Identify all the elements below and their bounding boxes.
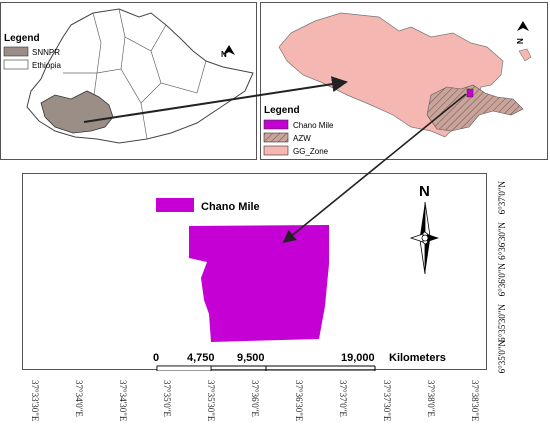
chano-mile-detail-map: Chano Mile N 0 4,750 9,500 19,000 Kilo: [22, 173, 487, 372]
ethiopia-map-svg: Legend SNNPR Ethiopia N: [3, 8, 254, 144]
scale-bar: [156, 365, 376, 372]
detail-map-svg: Chano Mile N 0 4,750 9,500 19,000 Kilo: [153, 183, 446, 372]
chano-mile-locator: [466, 88, 474, 98]
lat-label-4: 6°35'30"N: [497, 304, 507, 342]
detail-north-label: N: [419, 183, 430, 200]
lon-label-10: 37°38'0"E: [426, 380, 436, 417]
lon-label-2: 37°34'0"E: [74, 380, 84, 417]
lat-label-1: 6°37'0"N: [497, 181, 507, 215]
lon-label-4: 37°35'0"E: [162, 380, 172, 417]
lon-label-8: 37°37'0"E: [338, 380, 348, 417]
panel-b-legend-label-chano-mile: Chano Mile: [293, 121, 334, 130]
panel-b-legend-swatch-gg-zone: [263, 145, 289, 156]
gg-zone-outlier: [518, 48, 532, 62]
detail-north-arrow-icon: [409, 201, 439, 275]
lon-label-5: 37°35'30"E: [206, 380, 216, 422]
panel-b-legend-label-azw: AZW: [293, 134, 311, 143]
lat-label-2: 6°36'30"N: [497, 222, 507, 260]
lon-label-3: 37°34'30"E: [118, 380, 128, 422]
lon-label-6: 37°36'0"E: [250, 380, 260, 417]
detail-legend-swatch: [156, 198, 194, 212]
lon-label-7: 37°36'30"E: [294, 380, 304, 422]
panel-a-north-arrow-icon: N: [221, 45, 235, 59]
panel-b-north-label: N: [516, 38, 525, 44]
panel-a-legend-swatch-snnpr: [3, 46, 29, 57]
panel-b-legend-swatch-azw: [263, 132, 289, 143]
lat-label-3: 6°36'0"N: [497, 263, 507, 297]
panel-b-legend-label-gg-zone: GG_Zone: [293, 147, 329, 156]
lon-label-1: 37°33'30"E: [30, 380, 40, 422]
lat-label-5: 6°35'0"N: [497, 340, 507, 374]
scale-tick-2: 9,500: [237, 352, 265, 364]
lon-label-11: 37°38'30"E: [470, 380, 480, 422]
scale-tick-0: 0: [153, 352, 159, 364]
ethiopia-overview-map: Legend SNNPR Ethiopia N: [0, 2, 257, 160]
azw-region: [426, 84, 524, 132]
scale-tick-1: 4,750: [187, 352, 215, 364]
lon-label-9: 37°37'30"E: [382, 380, 392, 422]
detail-legend-label: Chano Mile: [201, 201, 260, 213]
panel-b-legend-title: Legend: [264, 105, 300, 116]
panel-a-north-label: N: [221, 50, 227, 59]
panel-b-north-arrow-icon: [517, 21, 529, 31]
zone-map: Legend Chano Mile AZW GG_Zone N: [260, 2, 548, 160]
chano-mile-polygon: [189, 225, 329, 342]
scale-unit: Kilometers: [389, 352, 446, 364]
panel-a-legend-title: Legend: [4, 33, 40, 44]
panel-a-legend-label-ethiopia: Ethiopia: [32, 61, 61, 70]
scale-tick-3: 19,000: [341, 352, 375, 364]
zone-map-svg: Legend Chano Mile AZW GG_Zone N: [263, 12, 532, 156]
panel-b-legend-swatch-chano-mile: [263, 119, 289, 130]
panel-a-legend-label-snnpr: SNNPR: [32, 48, 60, 57]
panel-a-legend-swatch-ethiopia: [3, 59, 29, 70]
